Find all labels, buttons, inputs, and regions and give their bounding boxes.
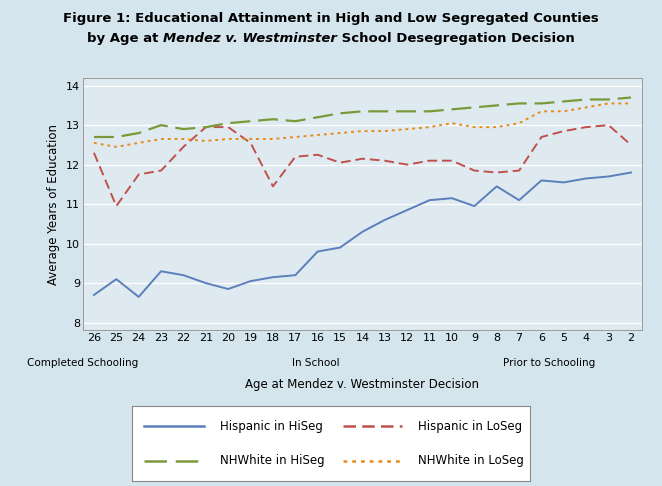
Text: by Age at: by Age at [87,32,164,45]
Text: Figure 1: Educational Attainment in High and Low Segregated Counties: Figure 1: Educational Attainment in High… [63,12,599,25]
Text: Mendez v. Westminster: Mendez v. Westminster [164,32,337,45]
Text: NHWhite in HiSeg: NHWhite in HiSeg [220,454,324,468]
Text: Prior to Schooling: Prior to Schooling [502,358,595,368]
Text: Hispanic in LoSeg: Hispanic in LoSeg [418,419,522,433]
Text: In School: In School [292,358,340,368]
Text: Age at Mendez v. Westminster Decision: Age at Mendez v. Westminster Decision [246,378,479,391]
Text: Completed Schooling: Completed Schooling [27,358,138,368]
Text: Hispanic in HiSeg: Hispanic in HiSeg [220,419,322,433]
Text: NHWhite in LoSeg: NHWhite in LoSeg [418,454,524,468]
Text: School Desegregation Decision: School Desegregation Decision [337,32,575,45]
Y-axis label: Average Years of Education: Average Years of Education [47,123,60,285]
